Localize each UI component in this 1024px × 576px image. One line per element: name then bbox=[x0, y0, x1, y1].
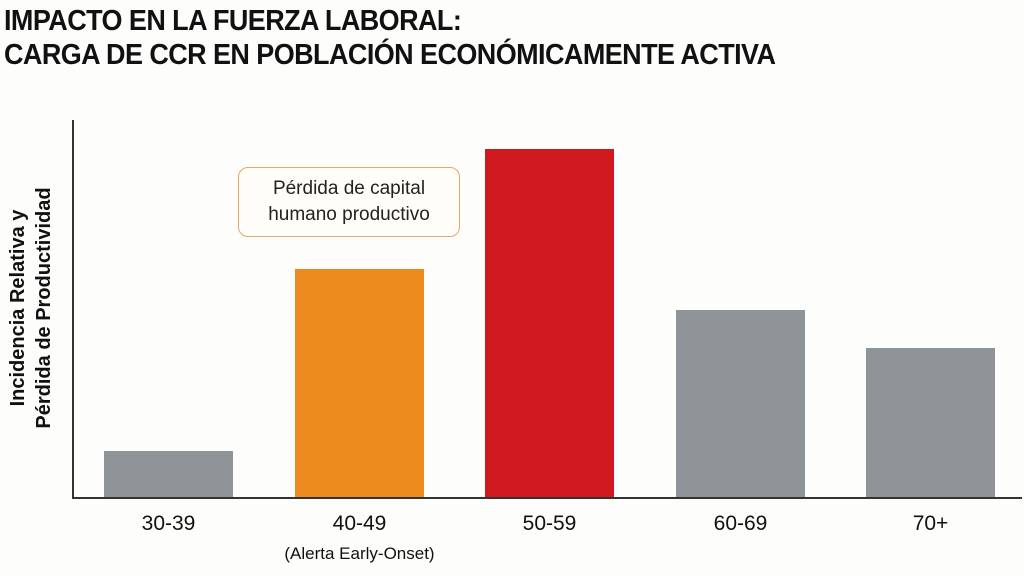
bar-60-69 bbox=[676, 310, 805, 498]
chart-title-line2: CARGA DE CCR EN POBLACIÓN ECONÓMICAMENTE… bbox=[4, 39, 776, 71]
x-tick-label: 60-69 bbox=[713, 512, 768, 535]
bar-50-59 bbox=[485, 149, 614, 498]
x-axis-line bbox=[72, 497, 1022, 499]
callout-line1: Pérdida de capital bbox=[272, 178, 426, 199]
bar-70plus bbox=[866, 348, 995, 498]
x-tick-label: 40-49 bbox=[332, 512, 387, 535]
bar-40-49 bbox=[295, 269, 424, 498]
callout-line2: humano productivo bbox=[268, 204, 430, 225]
x-tick-label: 50-59 bbox=[522, 512, 577, 535]
x-tick-sublabel: (Alerta Early-Onset) bbox=[284, 544, 435, 563]
y-axis-line bbox=[72, 120, 74, 499]
chart-title-line1: IMPACTO EN LA FUERZA LABORAL: bbox=[4, 5, 462, 37]
y-axis-label-line2: Pérdida de Productividad bbox=[33, 187, 55, 429]
x-tick-label: 70+ bbox=[912, 512, 949, 535]
x-tick-label: 30-39 bbox=[141, 512, 196, 535]
bar-30-39 bbox=[104, 451, 233, 498]
chart-title: IMPACTO EN LA FUERZA LABORAL: CARGA DE C… bbox=[4, 4, 776, 72]
y-axis-label: Incidencia Relativa y Pérdida de Product… bbox=[5, 118, 65, 498]
y-axis-label-line1: Incidencia Relativa y bbox=[7, 209, 29, 407]
annotation-callout: Pérdida de capital humano productivo bbox=[238, 167, 460, 237]
